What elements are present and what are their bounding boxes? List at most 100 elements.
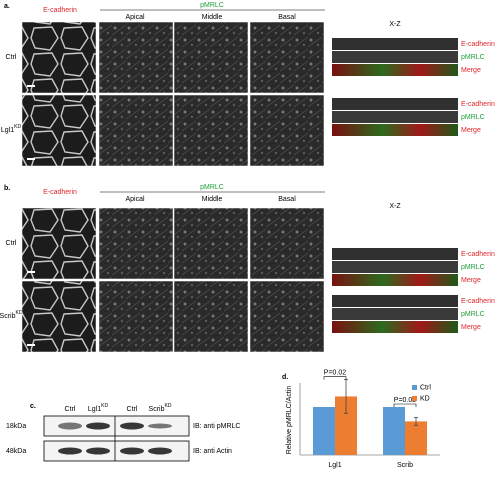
xz-strip — [332, 261, 458, 273]
band — [58, 422, 82, 430]
label-main: Ctrl — [6, 54, 17, 61]
xz-label: Merge — [461, 127, 481, 134]
panel-label: c. — [30, 403, 36, 410]
label-main: Lgl1 — [88, 406, 101, 413]
micrograph — [249, 280, 325, 353]
xz-strip — [332, 308, 458, 320]
xz-strip — [332, 111, 458, 123]
label: Ctrl — [6, 240, 17, 247]
label: Ctrl — [127, 406, 138, 413]
band — [120, 447, 144, 455]
xz-strip — [332, 64, 458, 76]
label: ScribKD — [0, 310, 23, 320]
label-main: Scrib — [149, 406, 165, 413]
pmrlc-header: pMRLC — [200, 2, 224, 9]
blot-frame — [43, 415, 190, 437]
scale-bar — [27, 85, 35, 87]
xz-strip — [332, 248, 458, 260]
label: Ctrl — [6, 54, 17, 61]
pmrlc-header: pMRLC — [200, 184, 224, 191]
label: Ctrl — [65, 406, 76, 413]
micrograph — [249, 21, 325, 94]
legend-label: KD — [420, 395, 430, 402]
x-tick-label: Lgl1 — [328, 462, 341, 469]
label-sup: KD — [101, 403, 108, 409]
label: ScribKD — [149, 403, 172, 413]
panel-label: b. — [4, 185, 10, 192]
bar — [383, 407, 405, 455]
xz-strip — [332, 38, 458, 50]
xz-label: pMRLC — [461, 114, 485, 121]
micrograph — [21, 94, 97, 167]
scale-bar — [27, 344, 35, 346]
xz-label: pMRLC — [461, 54, 485, 61]
panel-label: d. — [282, 374, 288, 381]
label-main: Lgl1 — [1, 127, 14, 134]
panel-label: a. — [4, 3, 10, 10]
e-cadherin-header: E-cadherin — [43, 7, 77, 14]
micrograph — [21, 207, 97, 280]
legend-swatch — [412, 385, 417, 390]
scale-bar — [27, 158, 35, 160]
xz-strip — [332, 274, 458, 286]
column-header: Apical — [125, 196, 145, 203]
column-header: Apical — [125, 14, 145, 21]
marker-label: 18kDa — [6, 423, 26, 430]
micrograph — [173, 94, 249, 167]
column-header: Middle — [202, 14, 223, 21]
p-value: P=0.02 — [324, 369, 346, 376]
column-header: Basal — [278, 196, 296, 203]
xz-label: E-cadherin — [461, 298, 495, 305]
band — [86, 447, 110, 455]
micrograph — [173, 21, 249, 94]
scale-bar — [27, 271, 35, 273]
blot-frame — [43, 440, 190, 462]
micrograph — [249, 207, 325, 280]
column-header: Basal — [278, 14, 296, 21]
bar — [405, 421, 427, 455]
micrograph — [21, 21, 97, 94]
xz-label: E-cadherin — [461, 251, 495, 258]
label-main: Ctrl — [6, 240, 17, 247]
micrograph — [98, 280, 174, 353]
band — [120, 422, 144, 430]
xz-label: E-cadherin — [461, 41, 495, 48]
xz-header: X-Z — [389, 203, 401, 210]
y-axis-label: Relative pMRLC/Actin — [286, 386, 293, 455]
label-sup: KD — [165, 403, 172, 409]
legend-label: Ctrl — [420, 384, 431, 391]
blot-label: IB: anti pMRLC — [193, 423, 240, 430]
xz-strip — [332, 51, 458, 63]
significance-bracket — [323, 376, 347, 380]
xz-label: Merge — [461, 67, 481, 74]
e-cadherin-header: E-cadherin — [43, 189, 77, 196]
label: Lgl1KD — [88, 403, 109, 413]
xz-strip — [332, 98, 458, 110]
band — [58, 447, 82, 455]
micrograph — [173, 280, 249, 353]
xz-label: E-cadherin — [461, 101, 495, 108]
band — [148, 447, 172, 455]
band — [148, 423, 172, 429]
xz-strip — [332, 321, 458, 333]
label-sup: KD — [16, 310, 23, 316]
marker-label: 48kDa — [6, 448, 26, 455]
xz-label: pMRLC — [461, 311, 485, 318]
bar — [335, 396, 357, 455]
significance-bracket — [393, 403, 417, 407]
micrograph — [249, 94, 325, 167]
xz-strip — [332, 124, 458, 136]
x-tick-label: Scrib — [397, 462, 413, 469]
xz-strip — [332, 295, 458, 307]
label-sup: KD — [14, 124, 21, 130]
label-main: Ctrl — [65, 406, 76, 413]
micrograph — [21, 280, 97, 353]
column-header: Middle — [202, 196, 223, 203]
micrograph — [98, 94, 174, 167]
xz-label: Merge — [461, 324, 481, 331]
label-main: Scrib — [0, 313, 16, 320]
micrograph — [173, 207, 249, 280]
xz-header: X-Z — [389, 21, 401, 28]
legend-swatch — [412, 396, 417, 401]
